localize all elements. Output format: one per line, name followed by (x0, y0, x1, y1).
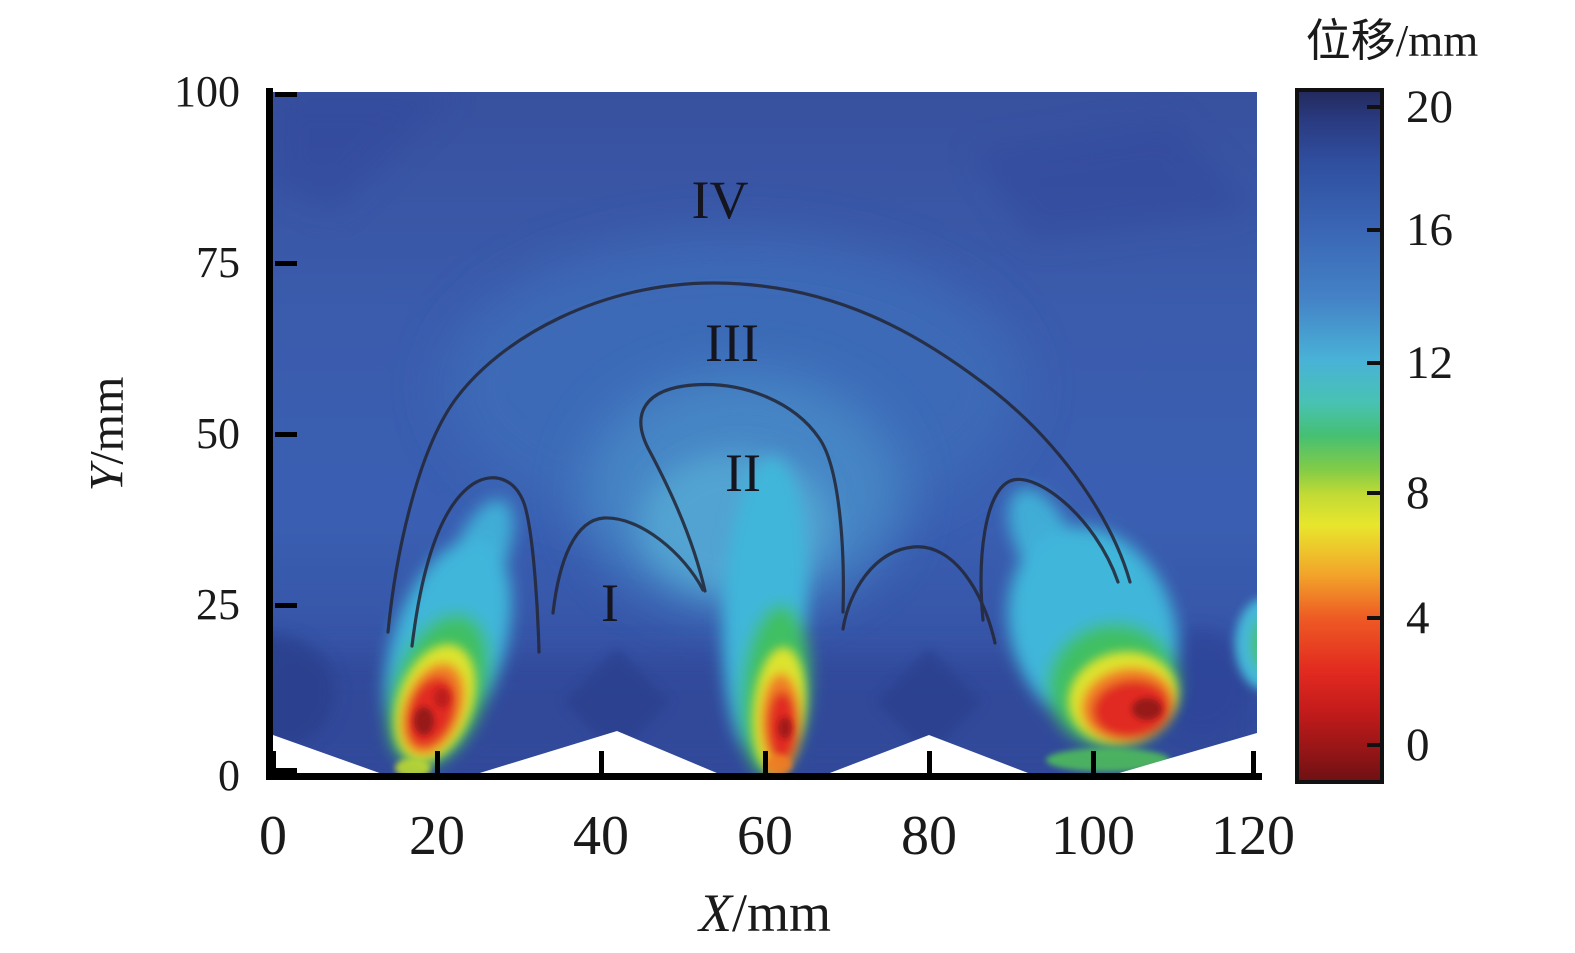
y-axis-spine (266, 88, 273, 780)
zone-label-iv: IV (692, 170, 749, 230)
colorbar-label-16: 16 (1406, 204, 1453, 256)
x-tick-label-60: 60 (737, 805, 793, 867)
contour-arch-over-I (551, 516, 705, 615)
contour-outer-arc (386, 281, 1132, 634)
x-tick (1091, 751, 1096, 773)
x-tick-label-40: 40 (573, 805, 629, 867)
colorbar-tick (1367, 105, 1380, 109)
zone-label-i: I (601, 573, 619, 633)
zone-label-iii: III (705, 313, 759, 373)
y-axis-symbol: Y (80, 464, 134, 492)
hotspot-2-plume (722, 457, 810, 776)
y-tick (275, 603, 297, 608)
colorbar-label-12: 12 (1406, 337, 1453, 389)
contour-left-horseshoe (410, 476, 541, 654)
y-axis-title: Y/mm (80, 377, 135, 492)
x-tick-label-20: 20 (409, 805, 465, 867)
x-tick (599, 751, 604, 773)
colorbar-tick (1367, 616, 1380, 620)
hotspot-3-plume (1007, 487, 1179, 772)
y-tick-label-25: 25 (196, 580, 240, 629)
x-tick (271, 751, 276, 773)
y-tick-label-0: 0 (218, 751, 240, 800)
y-tick-label-100: 100 (174, 67, 240, 116)
y-axis-unit: /mm (80, 376, 134, 465)
x-axis-unit: /mm (731, 883, 831, 943)
contour-lines (386, 281, 1132, 654)
x-axis-symbol: X (698, 883, 732, 943)
y-tick (275, 768, 297, 773)
x-axis-title: X/mm (565, 882, 965, 944)
x-tick-label-80: 80 (901, 805, 957, 867)
colorbar-tick (1367, 743, 1380, 747)
x-tick (435, 751, 440, 773)
colorbar-label-0: 0 (1406, 719, 1430, 771)
hotspot-1-plume (384, 499, 514, 776)
x-tick (927, 751, 932, 773)
colorbar-tick (1367, 228, 1380, 232)
zone-label-ii: II (725, 443, 761, 503)
y-tick-label-75: 75 (196, 238, 240, 287)
domain-bottom-notches (273, 731, 1257, 776)
x-tick-label-100: 100 (1051, 805, 1135, 867)
colorbar-label-4: 4 (1406, 592, 1430, 644)
y-tick (275, 432, 297, 437)
colorbar-tick (1367, 361, 1380, 365)
x-tick (1251, 751, 1256, 773)
y-tick (275, 92, 297, 97)
x-tick-label-0: 0 (259, 805, 287, 867)
y-tick (275, 261, 297, 266)
heatmap-plot-area: IV III II I (273, 92, 1257, 776)
x-tick-label-120: 120 (1211, 805, 1295, 867)
colorbar (1295, 88, 1384, 784)
zone-labels: IV III II I (601, 170, 761, 633)
y-tick-label-50: 50 (196, 409, 240, 458)
x-axis-spine (266, 773, 1262, 780)
colorbar-label-8: 8 (1406, 467, 1430, 519)
colorbar-label-20: 20 (1406, 81, 1453, 133)
colorbar-title: 位移/mm (1305, 16, 1479, 66)
colorbar-tick (1367, 491, 1380, 495)
contour-right-horseshoe (979, 477, 1120, 622)
x-tick (763, 751, 768, 773)
edge-anomaly-blob (1235, 599, 1257, 689)
contour-central-horseshoe (639, 382, 845, 614)
